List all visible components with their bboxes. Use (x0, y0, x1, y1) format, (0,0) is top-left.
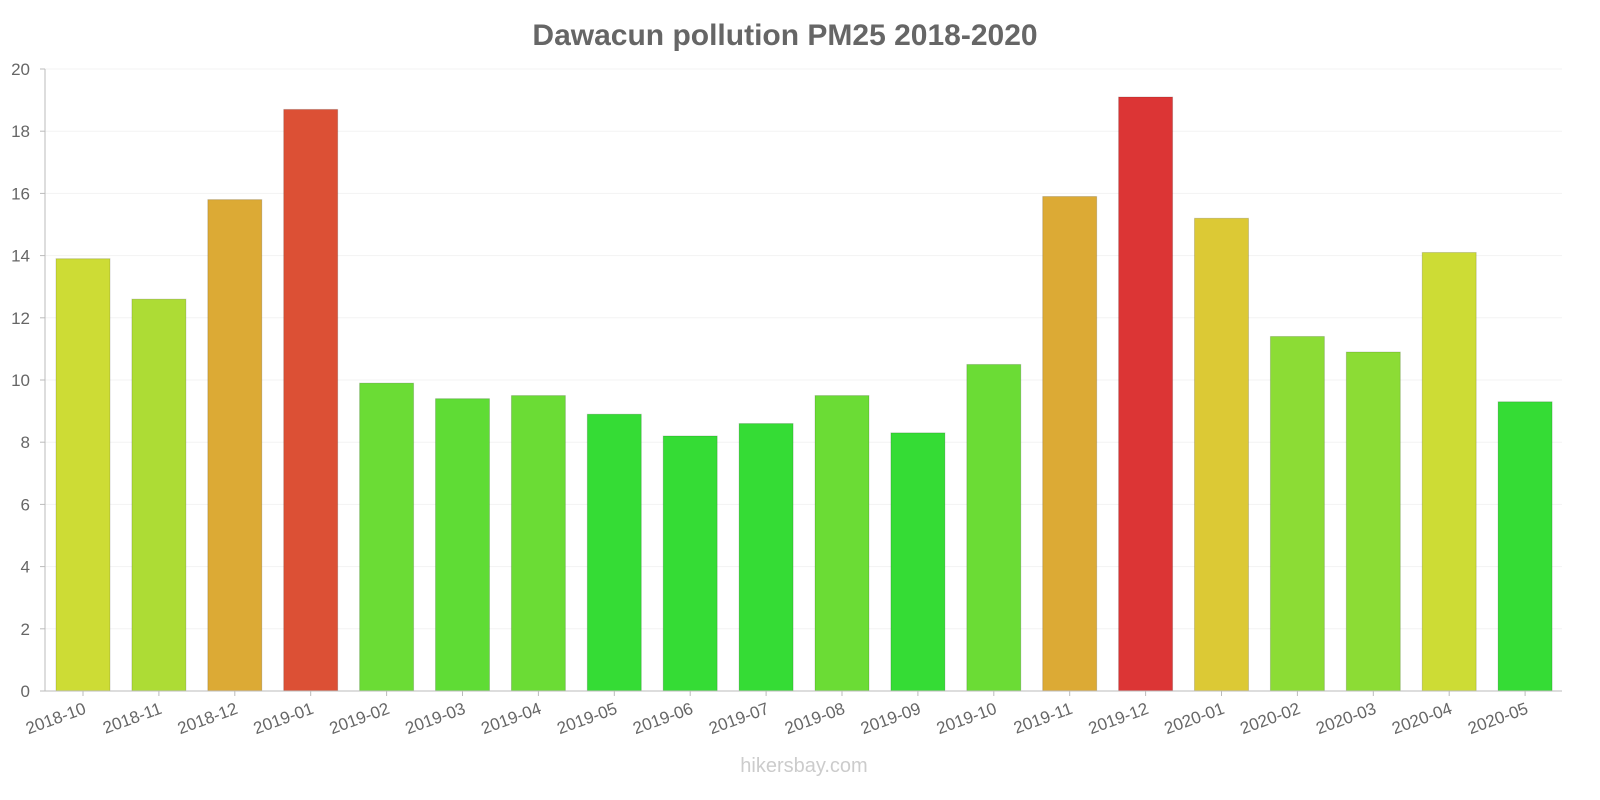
y-tick-label: 14 (11, 247, 30, 266)
y-tick-label: 8 (21, 433, 30, 452)
bar-2020-05[interactable]: 2020-05: 9.3 (1497, 401, 1553, 692)
bar-2019-10[interactable]: 2019-10: 10.5 (966, 363, 1022, 692)
x-tick-label: 2018-11 (100, 699, 164, 738)
y-tick-label: 6 (21, 495, 30, 514)
x-tick-label: 2020-05 (1465, 699, 1530, 738)
x-tick-label: 2019-08 (782, 699, 847, 738)
bar-2020-04[interactable]: 2020-04: 14.1 (1421, 251, 1477, 692)
x-tick-label: 2019-02 (327, 699, 392, 738)
x-tick-label: 2019-09 (858, 699, 923, 738)
bar-2019-07[interactable]: 2019-07: 8.6 (738, 423, 794, 692)
bar-2020-02[interactable]: 2020-02: 11.4 (1269, 335, 1325, 692)
bar-2019-11[interactable]: 2019-11: 15.9 (1042, 196, 1098, 692)
y-tick-label: 20 (11, 60, 30, 79)
x-tick-label: 2020-01 (1162, 699, 1227, 738)
x-tick-label: 2019-03 (403, 699, 468, 738)
x-tick-label: 2020-02 (1238, 699, 1303, 738)
bar-2019-05[interactable]: 2019-05: 8.9 (586, 413, 642, 692)
x-tick-label: 2020-04 (1389, 699, 1454, 738)
bar-2019-06[interactable]: 2019-06: 8.2 (662, 435, 718, 692)
x-tick-label: 2018-10 (23, 699, 88, 738)
bar-2018-12[interactable]: 2018-12: 15.8 (207, 199, 263, 692)
y-tick-label: 16 (11, 184, 30, 203)
y-tick-label: 12 (11, 309, 30, 328)
x-tick-label: 2019-07 (706, 699, 771, 738)
x-tick-label: 2019-01 (251, 699, 316, 738)
bar-2019-09[interactable]: 2019-09: 8.3 (890, 432, 946, 692)
y-tick-label: 10 (11, 371, 30, 390)
bar-2019-02[interactable]: 2019-02: 9.9 (359, 382, 415, 692)
x-tick-label: 2019-10 (934, 699, 999, 738)
y-tick-label: 2 (21, 620, 30, 639)
y-tick-label: 0 (21, 682, 30, 701)
bar-2019-04[interactable]: 2019-04: 9.5 (510, 395, 566, 692)
x-tick-label: 2019-05 (555, 699, 620, 738)
x-tick-label: 2019-06 (630, 699, 695, 738)
x-tick-label: 2018-12 (175, 699, 240, 738)
bar-2018-10[interactable]: 2018-10: 13.9 (55, 258, 111, 692)
bar-2020-03[interactable]: 2020-03: 10.9 (1345, 351, 1401, 692)
bar-2019-08[interactable]: 2019-08: 9.5 (814, 395, 870, 692)
bar-2019-03[interactable]: 2019-03: 9.4 (435, 398, 490, 692)
y-tick-label: 4 (21, 558, 30, 577)
x-tick-label: 2019-04 (479, 699, 544, 738)
chart-title: Dawacun pollution PM25 2018-2020 (532, 19, 1037, 52)
bar-2019-12[interactable]: 2019-12: 19.1 (1118, 96, 1174, 692)
bar-2018-11[interactable]: 2018-11: 12.6 (131, 298, 187, 692)
bar-2019-01[interactable]: 2019-01: 18.7 (283, 108, 339, 692)
bar-2020-01[interactable]: 2020-01: 15.2 (1194, 217, 1249, 692)
watermark: hikersbay.com (740, 755, 867, 777)
y-tick-label: 18 (11, 122, 30, 141)
x-tick-label: 2019-11 (1011, 699, 1075, 738)
x-tick-label: 2019-12 (1086, 699, 1151, 738)
x-tick-label: 2020-03 (1314, 699, 1379, 738)
